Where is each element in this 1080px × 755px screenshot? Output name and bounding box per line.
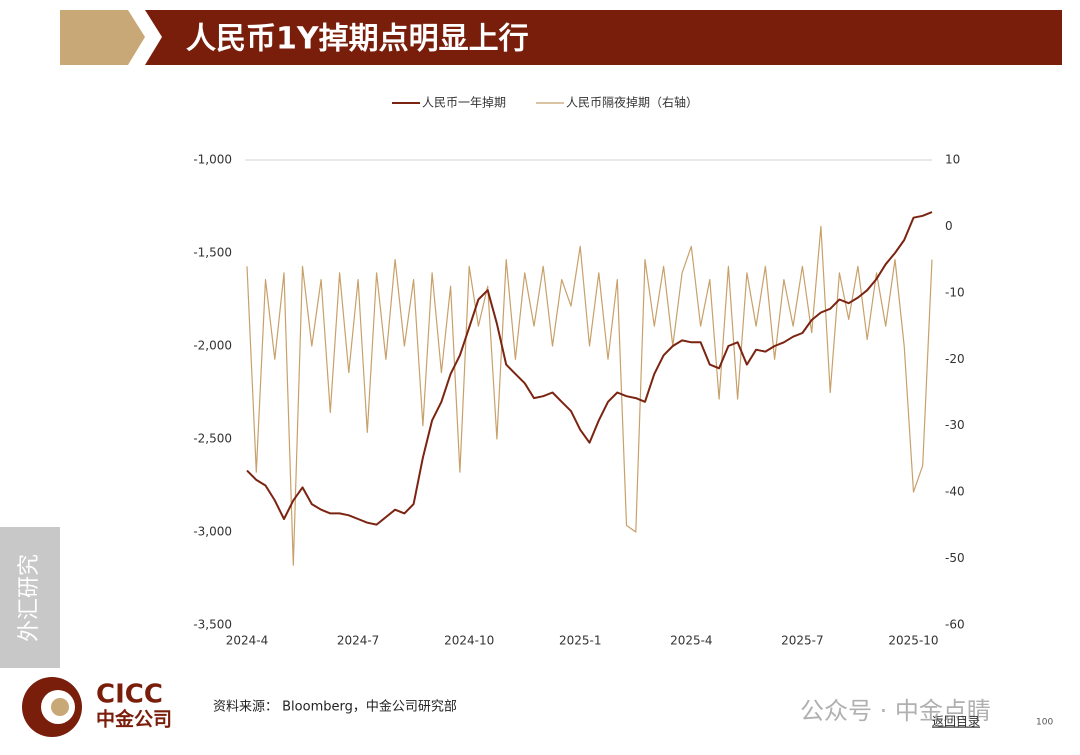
y-tick-label: -2,500: [193, 432, 232, 446]
source-note: 资料来源： Bloomberg，中金公司研究部: [213, 699, 457, 715]
x-tick-label: 2025-10: [888, 634, 938, 648]
logo-cn: 中金公司: [96, 708, 172, 731]
legend-label: 人民币隔夜掉期（右轴）: [566, 95, 698, 110]
side-label: 外汇研究: [17, 554, 42, 642]
x-tick-label: 2024-10: [444, 634, 494, 648]
series-line: [246, 225, 933, 566]
y2-tick-label: -20: [945, 352, 965, 366]
page-number: 100: [1036, 718, 1053, 728]
y2-tick-label: 10: [945, 153, 960, 167]
x-tick-label: 2025-7: [781, 634, 824, 648]
y2-tick-label: 0: [945, 219, 953, 233]
logo-dot: [51, 698, 69, 716]
y2-tick-label: -10: [945, 285, 965, 299]
back-link[interactable]: 返回目录: [932, 715, 980, 729]
header-chevron: [60, 10, 145, 65]
logo-en: CICC: [96, 680, 163, 710]
y-tick-label: -3,000: [193, 525, 232, 539]
legend-label: 人民币一年掉期: [422, 96, 506, 110]
y2-tick-label: -60: [945, 618, 965, 632]
y-tick-label: -1,500: [193, 246, 232, 260]
slide-title: 人民币1Y掉期点明显上行: [186, 22, 529, 57]
y-tick-label: -2,000: [193, 339, 232, 353]
side-tag: [0, 527, 60, 668]
y-tick-label: -1,000: [193, 153, 232, 167]
plot: -1,000 -1,500 -2,000 -2,500 -3,000 -3,500 10 0 -…: [193, 95, 964, 648]
watermark: 公众号 · 中金点睛: [800, 697, 991, 725]
x-tick-label: 2024-4: [226, 634, 269, 648]
y2-tick-label: -30: [945, 418, 965, 432]
x-tick-label: 2025-4: [670, 634, 713, 648]
x-tick-label: 2024-7: [337, 634, 380, 648]
series-line: [246, 211, 933, 526]
y2-tick-label: -40: [945, 485, 965, 499]
header-bar: [145, 10, 1062, 65]
x-tick-label: 2025-1: [559, 634, 602, 648]
y-tick-label: -3,500: [193, 618, 232, 632]
y2-tick-label: -50: [945, 551, 965, 565]
